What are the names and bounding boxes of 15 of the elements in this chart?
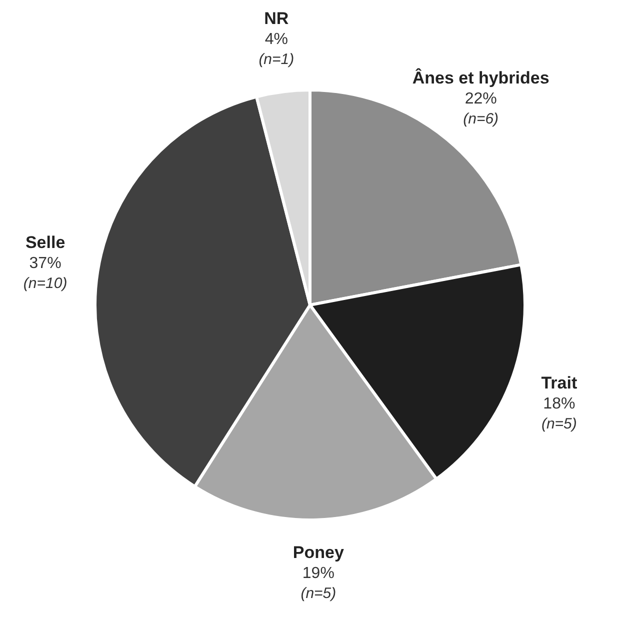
text: (n=6) <box>463 110 499 128</box>
slice-label: Trait <box>541 374 578 393</box>
data-label: 18% <box>543 396 576 413</box>
text: (n=1) <box>258 51 294 68</box>
text: (n=5) <box>300 584 336 602</box>
data-label: 19% <box>302 564 334 582</box>
slice-label: Poney <box>292 542 344 562</box>
data-label: 4% <box>264 31 288 48</box>
text: (n=10) <box>23 275 68 292</box>
data-label: 37% <box>29 255 62 272</box>
slice-label: Selle <box>25 233 66 252</box>
text: (n=5) <box>541 416 577 433</box>
data-label: 22% <box>464 90 497 108</box>
slice-label: Ânes et hybrides <box>412 68 550 88</box>
slice-label: NR <box>264 9 289 28</box>
